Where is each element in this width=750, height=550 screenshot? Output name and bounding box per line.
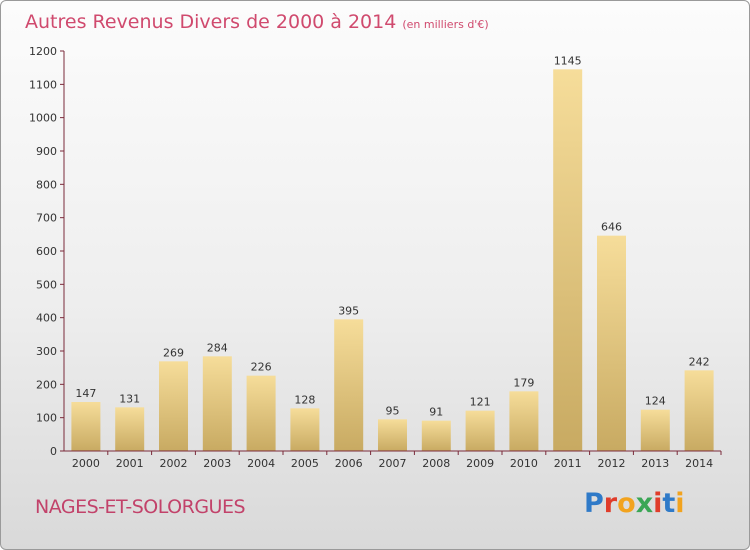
bar-value-label: 269 (163, 346, 184, 359)
bar-value-label: 646 (601, 221, 622, 234)
bar-value-label: 395 (338, 304, 359, 317)
x-tick-label: 2013 (641, 457, 669, 470)
bar-value-label: 179 (513, 376, 534, 389)
bar-value-label: 121 (470, 396, 491, 409)
bar-series: 147 131 269 284 226 128 395 95 91 121 179 1145 646 12… (71, 54, 714, 451)
bar-value-label: 284 (207, 341, 228, 354)
bar-value-label: 242 (689, 355, 710, 368)
x-tick-label: 2010 (510, 457, 538, 470)
x-tick-label: 2004 (247, 457, 275, 470)
bar (553, 69, 583, 451)
x-axis: 2000 2001 2002 2003 2004 2005 2006 2007 2008 2009… (60, 450, 722, 470)
bar-value-label: 128 (294, 393, 315, 406)
bar-value-label: 131 (119, 392, 140, 405)
x-tick-label: 2002 (160, 457, 188, 470)
bar (159, 361, 188, 451)
y-tick-label: 600 (36, 245, 57, 258)
bar-value-label: 147 (75, 387, 96, 400)
x-tick-label: 2014 (685, 457, 713, 470)
x-tick-label: 2003 (203, 457, 231, 470)
y-tick-label: 400 (36, 312, 57, 325)
y-tick-label: 300 (36, 345, 57, 358)
bar (202, 356, 232, 451)
bar (597, 235, 626, 451)
y-tick-label: 100 (36, 412, 57, 425)
x-tick-label: 2011 (554, 457, 582, 470)
bar (378, 419, 407, 451)
x-tick-label: 2000 (72, 457, 100, 470)
bar-value-label: 1145 (554, 54, 582, 67)
bar-value-label: 91 (429, 406, 443, 419)
proxiti-logo: Proxiti (584, 488, 685, 519)
bar (246, 375, 276, 451)
y-tick-label: 1000 (29, 112, 57, 125)
chart-title-main: Autres Revenus Divers de 2000 à 2014 (25, 11, 397, 33)
bar (334, 319, 364, 451)
x-tick-label: 2009 (466, 457, 494, 470)
bar (421, 420, 451, 451)
chart-title: Autres Revenus Divers de 2000 à 2014 (en … (25, 11, 489, 33)
y-tick-label: 1200 (29, 45, 57, 58)
x-tick-label: 2001 (116, 457, 144, 470)
x-tick-label: 2012 (598, 457, 626, 470)
y-tick-label: 500 (36, 278, 57, 291)
bar-value-label: 226 (251, 361, 272, 374)
bar-value-label: 95 (386, 404, 400, 417)
x-tick-label: 2007 (379, 457, 407, 470)
y-tick-label: 0 (50, 445, 57, 458)
y-tick-label: 900 (36, 145, 57, 158)
y-tick-label: 800 (36, 178, 57, 191)
y-axis: 0 100 200 300 400 500 600 700 800 900 1000 1100 1200 (29, 45, 65, 458)
x-tick-label: 2005 (291, 457, 319, 470)
bar (509, 391, 539, 451)
bar (640, 409, 670, 451)
bar-value-label: 124 (645, 395, 666, 408)
x-tick-label: 2008 (422, 457, 450, 470)
x-tick-label: 2006 (335, 457, 363, 470)
y-tick-label: 700 (36, 212, 57, 225)
bar (684, 370, 714, 451)
chart-title-unit: (en milliers d'€) (402, 18, 489, 31)
location-name: NAGES-ET-SOLORGUES (35, 496, 246, 518)
bar (71, 402, 101, 451)
bar (290, 408, 320, 451)
bar (115, 407, 145, 451)
y-tick-label: 1100 (29, 78, 57, 91)
y-tick-label: 200 (36, 378, 57, 391)
bar (465, 410, 495, 451)
